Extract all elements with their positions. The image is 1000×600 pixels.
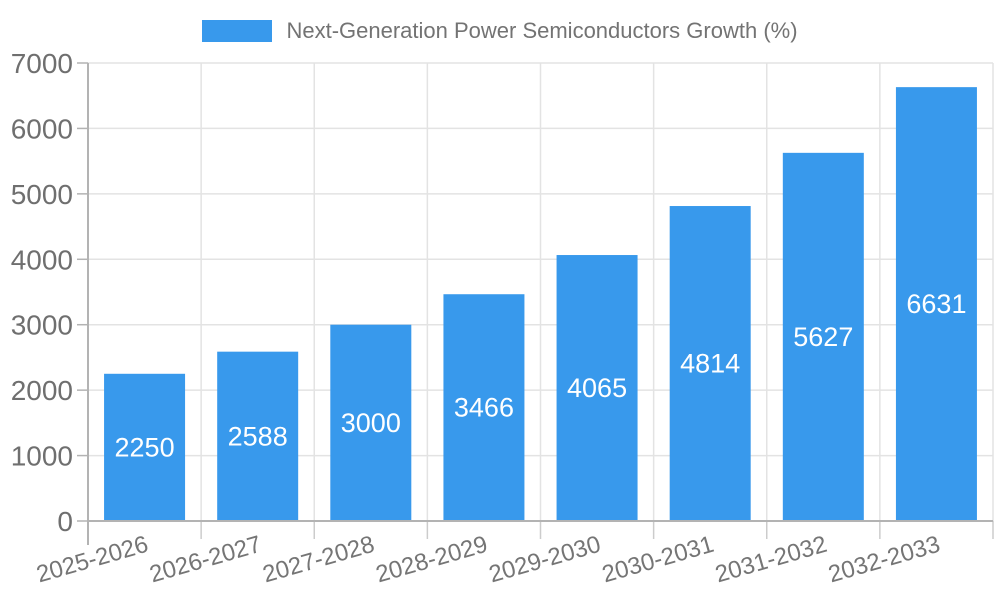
y-tick-label: 2000 — [11, 375, 73, 406]
legend-swatch — [202, 20, 273, 42]
bar-value-label: 3000 — [341, 408, 401, 438]
bar — [217, 351, 299, 521]
bar-value-label: 5627 — [793, 322, 853, 352]
bar-value-label: 2588 — [228, 421, 288, 451]
y-tick-label: 3000 — [11, 310, 73, 341]
legend[interactable]: Next-Generation Power Semiconductors Gro… — [0, 20, 1000, 42]
y-tick-label: 1000 — [11, 441, 73, 472]
y-tick-label: 7000 — [11, 48, 73, 79]
bar — [895, 87, 977, 522]
x-tick-label: 2031-2032 — [712, 531, 830, 589]
bar — [669, 206, 751, 521]
bar-value-label: 4814 — [680, 349, 740, 379]
bar-value-label: 6631 — [906, 289, 966, 319]
bar-value-label: 4065 — [567, 373, 627, 403]
x-tick-label: 2029-2030 — [486, 531, 604, 589]
x-tick-label: 2025-2026 — [33, 531, 151, 589]
x-tick-label: 2032-2033 — [825, 531, 943, 589]
y-tick-label: 5000 — [11, 179, 73, 210]
bar — [443, 294, 525, 521]
x-tick-label: 2030-2031 — [599, 531, 717, 589]
y-tick-label: 4000 — [11, 244, 73, 275]
bar — [556, 255, 638, 522]
x-tick-label: 2028-2029 — [373, 531, 491, 589]
x-tick-label: 2027-2028 — [260, 531, 378, 589]
legend-label: Next-Generation Power Semiconductors Gro… — [286, 18, 798, 43]
bar-value-label: 2250 — [115, 432, 175, 462]
y-tick-label: 6000 — [11, 113, 73, 144]
bar — [330, 324, 412, 521]
x-tick-label: 2026-2027 — [147, 531, 265, 589]
bar-value-label: 3466 — [454, 393, 514, 423]
bar — [104, 373, 186, 521]
y-tick-label: 0 — [57, 506, 73, 537]
bar — [782, 152, 864, 521]
